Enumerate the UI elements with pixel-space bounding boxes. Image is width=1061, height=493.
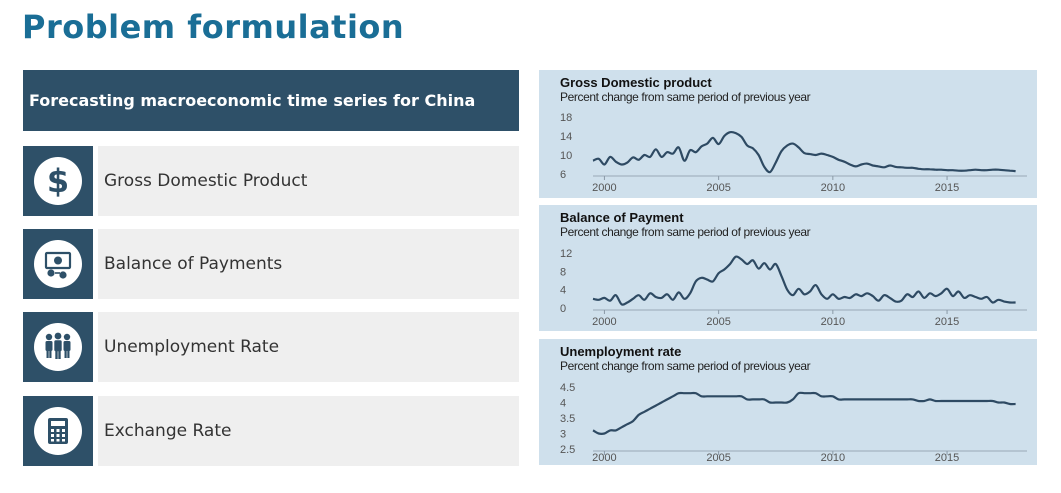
- y-tick-label: 4.5: [560, 382, 575, 394]
- people-icon-box: [23, 312, 93, 382]
- list-item-exchange-rate: Exchange Rate: [23, 396, 519, 466]
- series-line: [592, 391, 1016, 435]
- series-line: [592, 255, 1016, 306]
- y-tick-label: 6: [560, 169, 566, 181]
- x-tick-label: 2005: [706, 182, 730, 194]
- money-exchange-icon-box: [23, 229, 93, 299]
- x-tick-label: 2005: [706, 316, 730, 328]
- y-tick-label: 3.5: [560, 413, 575, 425]
- chart-title: Balance of Payment: [560, 210, 684, 225]
- x-tick-label: 2000: [592, 182, 616, 194]
- y-tick-label: 18: [560, 112, 572, 124]
- y-tick-label: 8: [560, 266, 566, 278]
- money-exchange-icon: [34, 240, 82, 288]
- panel-header-text: Forecasting macroeconomic time series fo…: [29, 91, 476, 110]
- y-tick-label: 0: [560, 303, 566, 315]
- calculator-icon-box: [23, 396, 93, 466]
- x-tick-label: 2010: [821, 452, 845, 464]
- calculator-icon: [34, 407, 82, 455]
- page-title: Problem formulation: [22, 8, 405, 46]
- y-tick-label: 2.5: [560, 444, 575, 456]
- y-tick-label: 10: [560, 150, 572, 162]
- x-tick-label: 2000: [592, 316, 616, 328]
- chart-subtitle: Percent change from same period of previ…: [560, 359, 811, 373]
- list-item-label: Unemployment Rate: [104, 337, 280, 357]
- x-tick-label: 2000: [592, 452, 616, 464]
- list-item-label: Exchange Rate: [104, 421, 232, 441]
- x-tick-label: 2010: [821, 182, 845, 194]
- chart-unemployment: Unemployment rate Percent change from sam…: [539, 339, 1037, 465]
- list-item-gdp: $ Gross Domestic Product: [23, 146, 519, 216]
- list-item-label-box: Unemployment Rate: [98, 312, 519, 382]
- x-tick-label: 2015: [935, 182, 959, 194]
- y-tick-label: 14: [560, 131, 572, 143]
- chart-subtitle: Percent change from same period of previ…: [560, 90, 811, 104]
- panel-header: Forecasting macroeconomic time series fo…: [23, 70, 519, 131]
- list-item-label: Gross Domestic Product: [104, 171, 308, 191]
- list-item-label: Balance of Payments: [104, 254, 283, 274]
- list-item-label-box: Exchange Rate: [98, 396, 519, 466]
- y-tick-label: 4: [560, 398, 566, 410]
- list-item-label-box: Balance of Payments: [98, 229, 519, 299]
- x-tick-label: 2010: [821, 316, 845, 328]
- list-item-unemployment: Unemployment Rate: [23, 312, 519, 382]
- list-item-balance-of-payments: Balance of Payments: [23, 229, 519, 299]
- people-icon: [34, 323, 82, 371]
- x-tick-label: 2015: [935, 452, 959, 464]
- chart-gdp: Gross Domestic product Percent change fro…: [539, 70, 1037, 198]
- y-tick-label: 12: [560, 248, 572, 260]
- chart-title: Gross Domestic product: [560, 75, 712, 90]
- y-tick-label: 3: [560, 429, 566, 441]
- x-tick-label: 2015: [935, 316, 959, 328]
- chart-title: Unemployment rate: [560, 344, 681, 359]
- list-item-label-box: Gross Domestic Product: [98, 146, 519, 216]
- dollar-icon: $: [34, 157, 82, 205]
- x-tick-label: 2005: [706, 452, 730, 464]
- chart-subtitle: Percent change from same period of previ…: [560, 225, 811, 239]
- series-line: [592, 130, 1016, 174]
- y-tick-label: 4: [560, 285, 566, 297]
- chart-balance-of-payment: Balance of Payment Percent change from sa…: [539, 205, 1037, 331]
- dollar-icon-box: $: [23, 146, 93, 216]
- svg-text:$: $: [47, 162, 69, 200]
